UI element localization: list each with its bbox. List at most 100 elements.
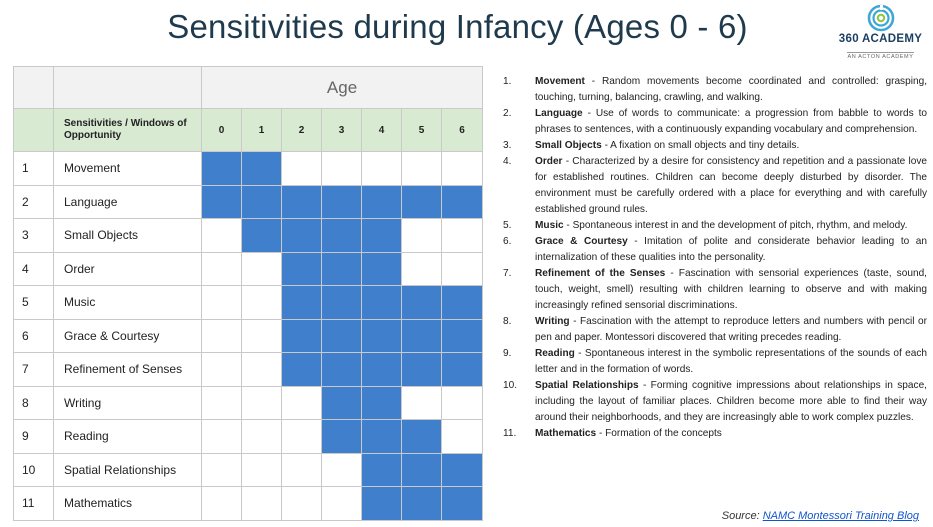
academy-logo: 360 ACADEMY AN ACTON ACADEMY [833, 4, 928, 60]
age-column-header: 1 [241, 108, 282, 152]
inactive-age-cell [241, 285, 282, 320]
active-age-cell [281, 352, 322, 387]
note-item: 1. Movement - Random movements become coo… [497, 74, 927, 106]
note-text: - Spontaneous interest in the symbolic r… [535, 348, 927, 375]
row-number: 11 [13, 486, 54, 521]
inactive-age-cell [281, 419, 322, 454]
inactive-age-cell [241, 385, 282, 420]
active-age-cell [281, 184, 322, 219]
inactive-age-cell [321, 452, 362, 487]
sensitivity-name: Language [53, 184, 202, 219]
blank-header-cell [53, 66, 202, 109]
note-term: Small Objects [535, 140, 602, 151]
note-number: 5. [503, 220, 512, 231]
note-number: 2. [503, 108, 512, 119]
active-age-cell [361, 452, 402, 487]
inactive-age-cell [241, 452, 282, 487]
active-age-cell [321, 285, 362, 320]
active-age-cell [361, 385, 402, 420]
row-number: 6 [13, 318, 54, 353]
active-age-cell [321, 184, 362, 219]
inactive-age-cell [281, 452, 322, 487]
note-number: 6. [503, 236, 512, 247]
active-age-cell [361, 318, 402, 353]
sensitivity-name: Grace & Courtesy [53, 318, 202, 353]
sensitivity-name: Music [53, 285, 202, 320]
inactive-age-cell [281, 385, 322, 420]
corner-cell [13, 66, 54, 109]
inactive-age-cell [321, 151, 362, 186]
note-term: Music [535, 220, 564, 231]
inactive-age-cell [201, 352, 242, 387]
note-text: - Characterized by a desire for consiste… [535, 156, 927, 215]
inactive-age-cell [401, 151, 442, 186]
table-row: 2 Language [13, 184, 484, 219]
note-item: 9. Reading - Spontaneous interest in the … [497, 346, 927, 378]
inactive-age-cell [201, 318, 242, 353]
active-age-cell [321, 218, 362, 253]
inactive-age-cell [281, 486, 322, 521]
source-credit: Source: NAMC Montessori Training Blog [722, 510, 919, 522]
table-row: 10 Spatial Relationships [13, 452, 484, 487]
active-age-cell [401, 419, 442, 454]
table-row: 1 Movement [13, 151, 484, 186]
active-age-cell [361, 486, 402, 521]
sensitivities-table: Age Sensitivities / Windows of Opportuni… [13, 66, 484, 521]
note-number: 11. [503, 428, 517, 439]
inactive-age-cell [440, 385, 484, 420]
inactive-age-cell [401, 218, 442, 253]
note-term: Language [535, 108, 583, 119]
active-age-cell [401, 486, 442, 521]
inactive-age-cell [401, 251, 442, 286]
source-link[interactable]: NAMC Montessori Training Blog [762, 510, 919, 522]
active-age-cell [440, 452, 484, 487]
sensitivity-name: Spatial Relationships [53, 452, 202, 487]
active-age-cell [361, 218, 402, 253]
note-number: 7. [503, 268, 512, 279]
sensitivity-name: Reading [53, 419, 202, 454]
note-text: - A fixation on small objects and tiny d… [601, 140, 800, 151]
row-number: 9 [13, 419, 54, 454]
inactive-age-cell [401, 385, 442, 420]
sensitivity-name: Movement [53, 151, 202, 186]
active-age-cell [321, 251, 362, 286]
active-age-cell [440, 486, 484, 521]
sensitivity-name: Writing [53, 385, 202, 420]
inactive-age-cell [201, 452, 242, 487]
row-number: 1 [13, 151, 54, 186]
active-age-cell [201, 151, 242, 186]
age-column-header: 6 [440, 108, 484, 152]
age-header: Age [200, 66, 484, 109]
active-age-cell [361, 184, 402, 219]
active-age-cell [440, 285, 484, 320]
note-text: - Spontaneous interest in and the develo… [563, 220, 908, 231]
age-column-header: 2 [281, 108, 322, 152]
inactive-age-cell [201, 251, 242, 286]
active-age-cell [321, 385, 362, 420]
sensitivity-name: Refinement of Senses [53, 352, 202, 387]
active-age-cell [321, 352, 362, 387]
inactive-age-cell [281, 151, 322, 186]
active-age-cell [440, 184, 484, 219]
active-age-cell [201, 184, 242, 219]
age-column-header: 3 [321, 108, 362, 152]
active-age-cell [241, 151, 282, 186]
note-item: 8. Writing - Fascination with the attempt… [497, 314, 927, 346]
note-item: 6. Grace & Courtesy - Imitation of polite… [497, 234, 927, 266]
active-age-cell [281, 218, 322, 253]
active-age-cell [241, 218, 282, 253]
note-term: Mathematics [535, 428, 597, 439]
inactive-age-cell [440, 151, 484, 186]
inactive-age-cell [201, 486, 242, 521]
note-text: - Imitation of polite and considerate be… [535, 236, 927, 263]
row-number: 10 [13, 452, 54, 487]
logo-subtitle: AN ACTON ACADEMY [847, 52, 914, 60]
inactive-age-cell [201, 218, 242, 253]
note-item: 2. Language - Use of words to communicate… [497, 106, 927, 138]
age-column-header: 0 [201, 108, 242, 152]
inactive-age-cell [241, 486, 282, 521]
active-age-cell [401, 285, 442, 320]
note-number: 8. [503, 316, 512, 327]
age-column-header: 5 [401, 108, 442, 152]
table-row: 7 Refinement of Senses [13, 352, 484, 387]
